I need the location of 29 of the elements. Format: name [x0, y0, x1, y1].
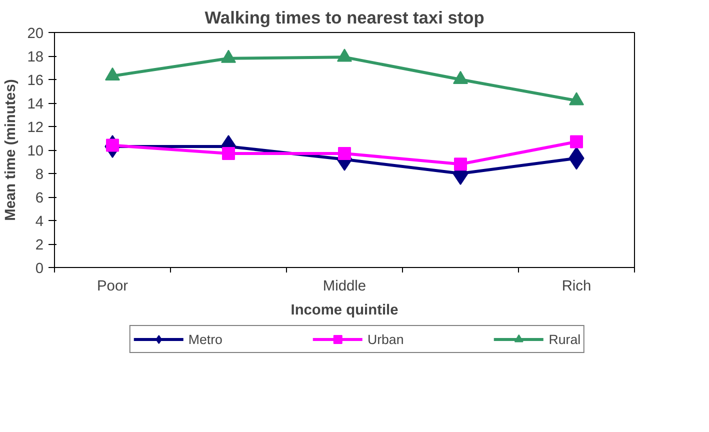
- y-tick-label: 16: [27, 73, 44, 89]
- legend-label: Rural: [548, 332, 581, 346]
- point: [105, 67, 120, 81]
- y-tick-label: 12: [27, 120, 44, 136]
- legend-label: Urban: [367, 332, 404, 346]
- y-tick-label: 20: [27, 26, 44, 42]
- x-tick-label: Rich: [562, 278, 592, 294]
- y-tick-label: 14: [27, 96, 44, 112]
- y-tick-label: 8: [35, 167, 44, 183]
- point: [570, 135, 583, 148]
- y-tick-label: 0: [35, 261, 44, 277]
- x-tick-label: Poor: [97, 278, 128, 294]
- y-tick-label: 4: [35, 214, 44, 230]
- point: [454, 158, 467, 171]
- point: [337, 48, 352, 62]
- point: [569, 92, 584, 106]
- y-tick-label: 6: [35, 190, 44, 206]
- y-tick-label: 18: [27, 50, 44, 66]
- y-axis-title: Mean time (minutes): [3, 79, 20, 221]
- y-tick-label: 2: [35, 238, 44, 254]
- point: [338, 147, 351, 160]
- legend-label: Metro: [188, 332, 222, 346]
- point: [221, 50, 236, 63]
- x-tick-label: Middle: [322, 278, 366, 294]
- point: [222, 147, 235, 160]
- chart-title: Walking times to nearest taxi stop: [204, 8, 484, 28]
- point: [453, 70, 468, 84]
- y-tick-label: 10: [27, 144, 44, 160]
- x-axis-title: Income quintile: [290, 302, 398, 318]
